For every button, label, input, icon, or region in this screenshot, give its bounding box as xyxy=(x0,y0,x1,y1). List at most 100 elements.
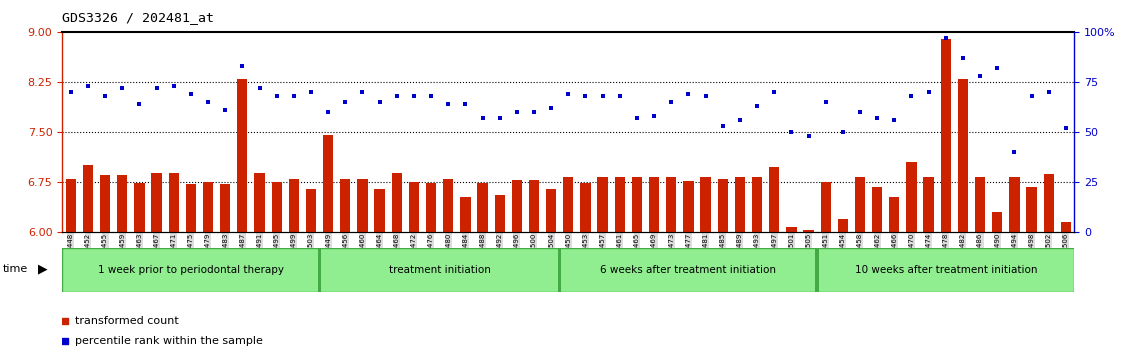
Text: transformed count: transformed count xyxy=(75,315,179,326)
Point xyxy=(731,117,749,123)
Bar xyxy=(340,178,351,232)
Bar xyxy=(221,184,231,232)
Point xyxy=(405,93,423,99)
Bar xyxy=(443,178,454,232)
Bar xyxy=(597,177,607,232)
Bar xyxy=(357,178,368,232)
Bar xyxy=(391,173,402,232)
Point xyxy=(1039,89,1057,95)
Text: treatment initiation: treatment initiation xyxy=(389,265,491,275)
Text: percentile rank within the sample: percentile rank within the sample xyxy=(75,336,262,346)
Point xyxy=(663,99,681,105)
Bar xyxy=(855,177,865,232)
Point xyxy=(1005,149,1024,155)
Point xyxy=(680,91,698,97)
Point xyxy=(851,109,869,115)
Bar xyxy=(889,196,899,232)
Bar xyxy=(786,227,796,232)
Bar xyxy=(83,165,93,232)
Bar xyxy=(426,183,437,232)
Bar xyxy=(614,177,625,232)
Bar xyxy=(238,79,248,232)
Point xyxy=(491,115,509,121)
Bar xyxy=(941,39,951,232)
Point xyxy=(988,65,1007,71)
Point xyxy=(165,83,183,89)
Point xyxy=(1022,93,1041,99)
Point xyxy=(886,117,904,123)
Bar xyxy=(1044,174,1054,232)
Bar xyxy=(1061,222,1071,232)
Point xyxy=(869,115,887,121)
Point xyxy=(783,129,801,135)
Text: GDS3326 / 202481_at: GDS3326 / 202481_at xyxy=(62,11,214,24)
Bar xyxy=(460,196,470,232)
Point xyxy=(62,89,80,95)
Bar xyxy=(558,248,561,292)
Point xyxy=(525,109,543,115)
Point xyxy=(353,89,371,95)
Bar xyxy=(320,248,560,292)
Point xyxy=(199,99,217,105)
Bar xyxy=(872,187,882,232)
Point xyxy=(817,99,835,105)
Bar xyxy=(700,177,710,232)
Point xyxy=(422,93,440,99)
Text: ▶: ▶ xyxy=(38,263,49,275)
Point xyxy=(936,35,955,41)
Bar xyxy=(62,248,320,292)
Point xyxy=(147,85,165,91)
Point xyxy=(834,129,852,135)
Bar xyxy=(152,173,162,232)
Text: 10 weeks after treatment initiation: 10 weeks after treatment initiation xyxy=(855,265,1037,275)
Point xyxy=(508,109,526,115)
Bar xyxy=(815,248,819,292)
Bar xyxy=(906,162,916,232)
Bar xyxy=(838,218,848,232)
Point xyxy=(559,91,577,97)
Bar xyxy=(202,182,213,232)
Point xyxy=(96,93,114,99)
Bar xyxy=(408,182,420,232)
Point xyxy=(766,89,784,95)
Point xyxy=(542,105,560,111)
Point xyxy=(388,93,406,99)
Bar xyxy=(66,178,76,232)
Point xyxy=(233,63,251,69)
Bar xyxy=(649,177,659,232)
Point xyxy=(79,83,97,89)
Point xyxy=(285,93,303,99)
Bar xyxy=(1009,177,1019,232)
Point xyxy=(113,85,131,91)
Bar xyxy=(529,180,539,232)
Bar xyxy=(632,177,642,232)
Point xyxy=(714,123,732,129)
Bar xyxy=(924,177,934,232)
Bar xyxy=(817,248,1074,292)
Bar xyxy=(318,248,321,292)
Bar xyxy=(254,173,265,232)
Point xyxy=(953,55,972,61)
Bar xyxy=(494,195,504,232)
Bar xyxy=(992,212,1002,232)
Bar xyxy=(169,173,179,232)
Bar xyxy=(769,167,779,232)
Bar xyxy=(1027,187,1037,232)
Bar xyxy=(288,178,299,232)
Point xyxy=(645,113,663,119)
Point xyxy=(439,101,457,107)
Bar xyxy=(477,183,487,232)
Point xyxy=(748,103,766,109)
Bar xyxy=(717,178,728,232)
Bar xyxy=(100,175,110,232)
Point xyxy=(182,91,200,97)
Point xyxy=(319,109,337,115)
Bar xyxy=(546,189,556,232)
Bar xyxy=(185,184,196,232)
Point xyxy=(268,93,286,99)
Point xyxy=(130,101,148,107)
Bar xyxy=(118,175,128,232)
Point xyxy=(371,99,389,105)
Bar xyxy=(563,177,573,232)
Point xyxy=(697,93,715,99)
